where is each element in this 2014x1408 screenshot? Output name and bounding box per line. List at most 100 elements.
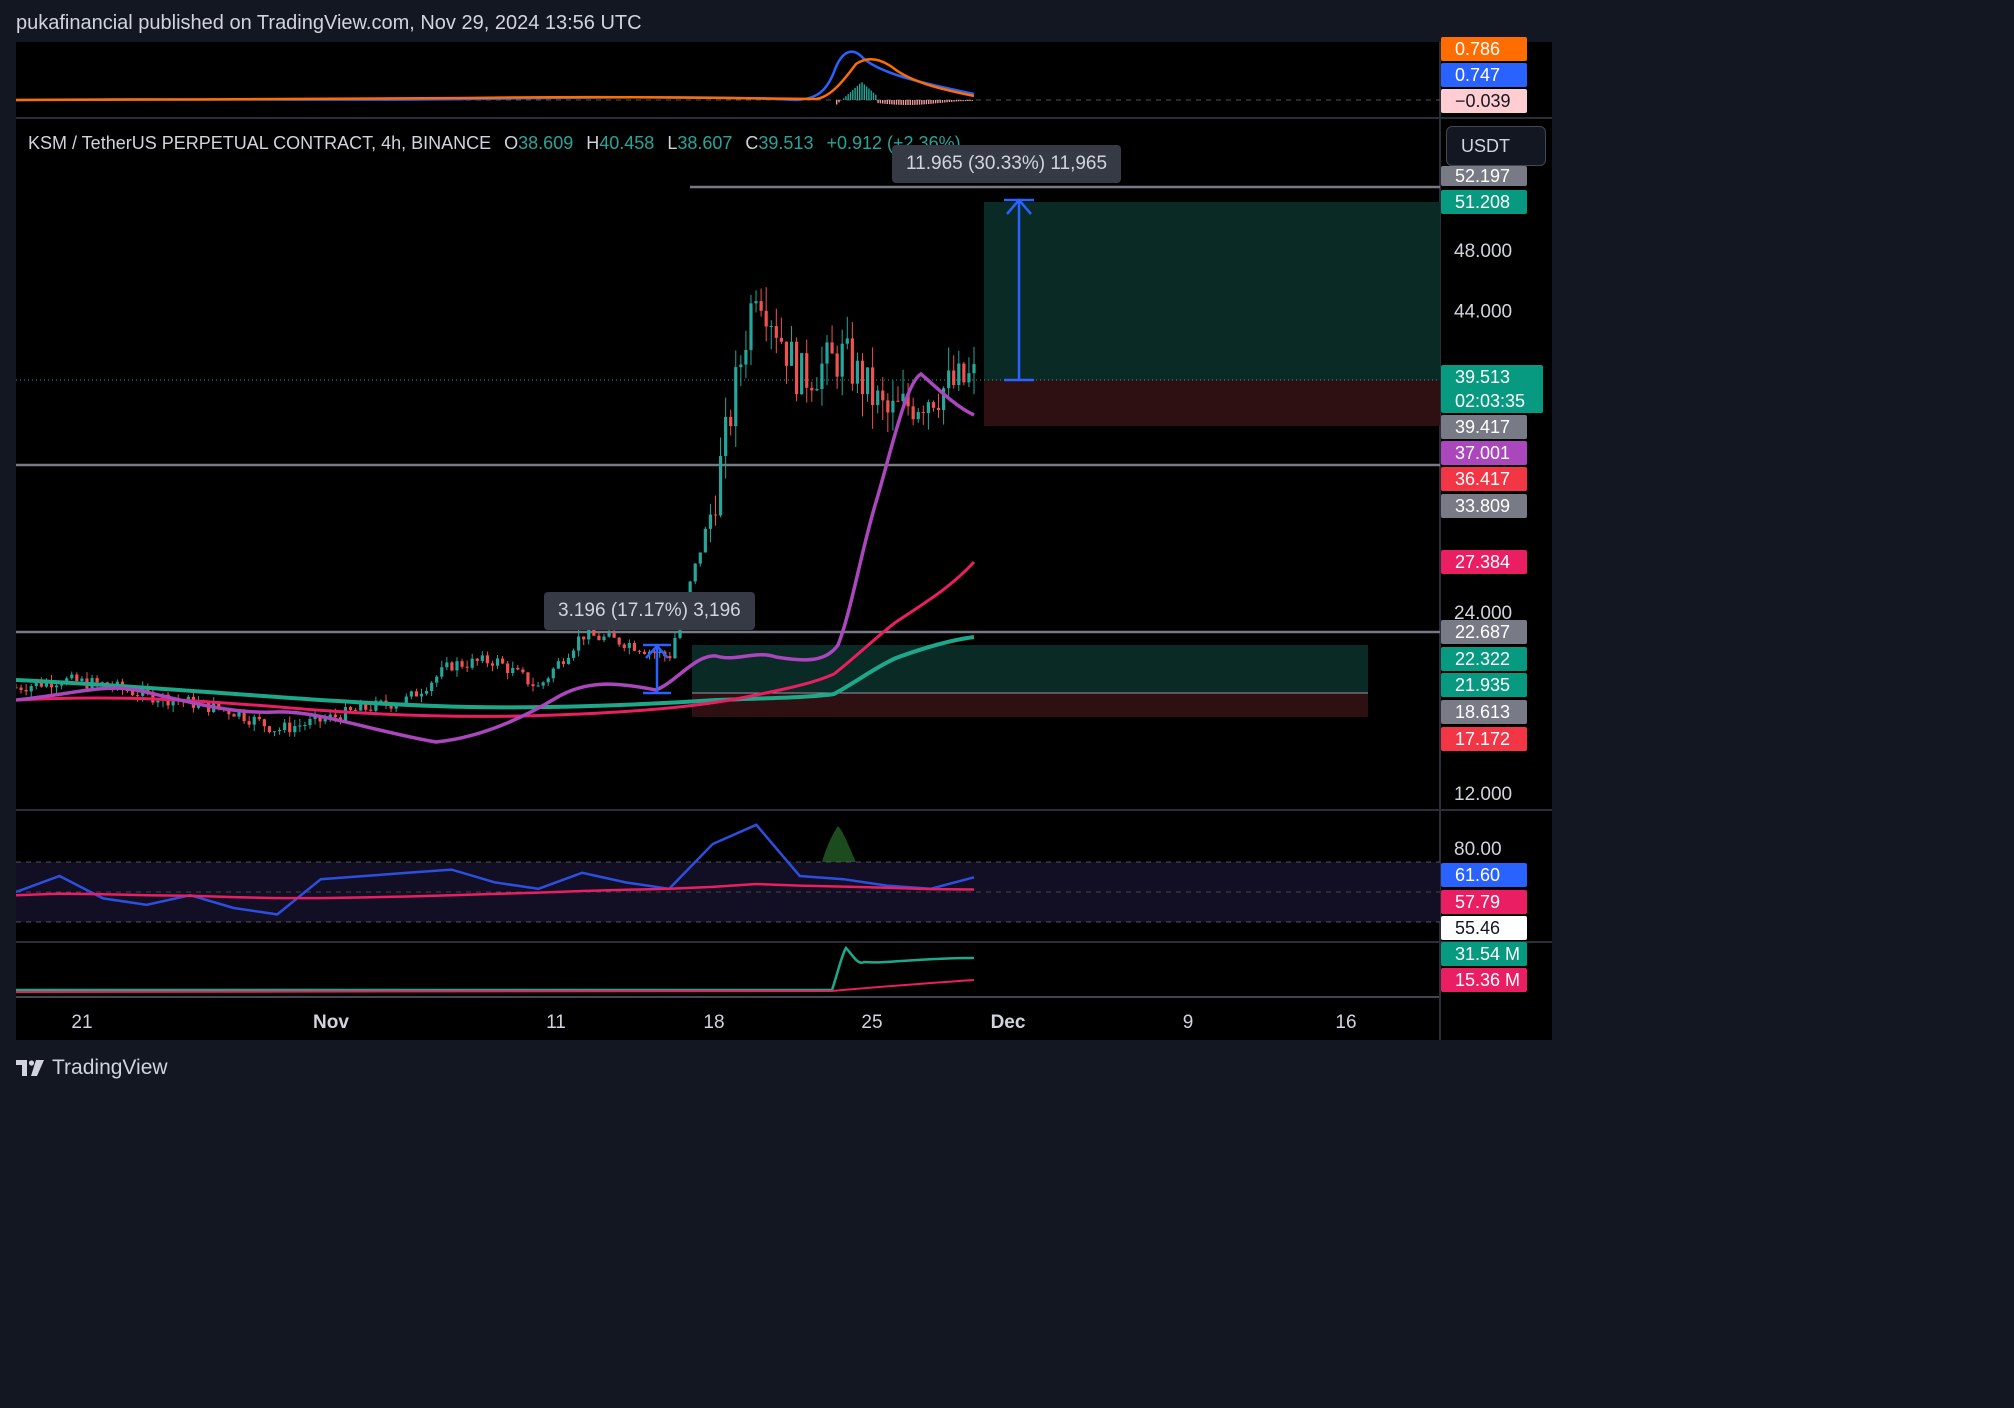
candle-body: [739, 364, 743, 368]
measure-arrow-big-head: [1006, 198, 1032, 215]
candle-body: [744, 349, 748, 365]
macd-hist-bar: [872, 92, 875, 100]
stop-2-tag: 17.172: [1441, 727, 1527, 751]
long-position-1-stop-zone: [984, 380, 1440, 426]
y-tick-1: 24.000: [1454, 603, 1512, 624]
candle-body: [328, 714, 332, 719]
candle-body: [262, 719, 266, 727]
candle-body: [703, 528, 707, 553]
measure-label-big: 11.965 (30.33%) 11,965: [892, 145, 1122, 183]
candle-body: [288, 722, 292, 733]
candle-body: [333, 714, 337, 718]
candle-body: [865, 367, 870, 395]
legend-high-label: H: [586, 133, 600, 153]
macd-hist-bar: [852, 90, 854, 100]
volume-ma-slow: [16, 979, 975, 993]
macd-hist-bar: [898, 100, 900, 105]
candle-body: [29, 685, 33, 692]
macd-hist-bar: [891, 100, 893, 105]
macd-hist-bar: [923, 100, 925, 105]
candle-body: [526, 672, 530, 685]
candle-body: [424, 691, 429, 694]
y-tick-2: 44.000: [1454, 301, 1512, 322]
candle-body: [551, 668, 555, 679]
candle-body: [151, 691, 155, 703]
candle-body: [394, 705, 398, 709]
macd-hist-bar: [953, 100, 955, 102]
candle-body: [607, 633, 611, 637]
candle-body: [840, 343, 844, 377]
macd-hist-bar: [946, 100, 948, 103]
x-tick-4: 25: [861, 1012, 882, 1033]
macd-hist-bar: [870, 90, 872, 100]
candle-body: [430, 682, 434, 692]
candle-body: [587, 629, 591, 640]
tradingview-logo-icon: [16, 1060, 44, 1076]
legend-close-value: 39.513: [758, 133, 814, 153]
macd-hist-bar: [836, 100, 838, 105]
candle-body: [789, 341, 794, 366]
candle-body: [546, 678, 550, 683]
candle-body: [754, 301, 758, 304]
macd-hist-bar: [865, 86, 868, 100]
footer-brand: TradingView: [52, 1056, 168, 1079]
candle-body: [227, 709, 231, 715]
currency-button[interactable]: USDT: [1446, 126, 1546, 166]
candle-body: [876, 390, 880, 406]
candle-body: [70, 674, 74, 679]
candle-body: [729, 416, 733, 427]
candle-body: [906, 393, 910, 407]
candle-body: [237, 712, 241, 717]
candle-body: [501, 658, 505, 664]
candle-body: [465, 666, 469, 668]
candle-body: [369, 709, 373, 711]
candle-body: [602, 636, 606, 641]
candle-body: [516, 667, 520, 670]
ema-fast-line: [16, 371, 975, 744]
candle-body: [272, 731, 277, 733]
candle-body: [485, 655, 489, 664]
candle-body: [962, 363, 966, 383]
candle-body: [247, 721, 251, 725]
macd-hist-bar: [909, 100, 911, 105]
candle-body: [80, 678, 84, 682]
macd-hist-bar: [859, 83, 861, 100]
price-39417-tag: 39.417: [1441, 415, 1527, 439]
legend-low-value: 38.607: [677, 133, 733, 153]
macd-line-tag: 0.747: [1441, 63, 1527, 87]
macd-hist-bar: [955, 100, 957, 102]
candle-body: [348, 707, 353, 710]
y-tick-3: 48.000: [1454, 241, 1512, 262]
macd-hist-bar: [886, 100, 888, 105]
candle-body: [921, 412, 925, 414]
macd-hist-bar: [907, 100, 909, 105]
macd-histogram: [836, 82, 974, 105]
macd-hist-bar: [957, 100, 960, 102]
publish-header: pukafinancial published on TradingView.c…: [16, 12, 642, 34]
candle-body: [673, 637, 677, 659]
macd-hist-bar: [847, 94, 849, 100]
candle-body: [617, 637, 621, 645]
macd-hist-bar: [960, 100, 962, 102]
candle-body: [597, 635, 601, 641]
candle-body: [830, 342, 834, 354]
candle-body: [460, 661, 464, 667]
candle-body: [577, 636, 581, 651]
candle-body: [54, 685, 59, 688]
ema-slow-line: [16, 635, 975, 710]
candle-body: [627, 643, 631, 648]
macd-hist-bar: [895, 100, 898, 105]
chart-legend: KSM / TetherUS PERPETUAL CONTRACT, 4h, B…: [28, 133, 961, 154]
candle-body: [759, 301, 763, 311]
rsi-line: [16, 823, 975, 916]
candle-body: [957, 363, 961, 386]
candle-body: [794, 341, 799, 395]
candle-body: [34, 681, 38, 686]
candle-body: [252, 716, 256, 725]
candle-body: [495, 658, 500, 666]
candle-body: [891, 400, 895, 413]
legend-low-label: L: [667, 133, 678, 153]
legend-open-value: 38.609: [518, 133, 574, 153]
candle-body: [374, 700, 378, 711]
